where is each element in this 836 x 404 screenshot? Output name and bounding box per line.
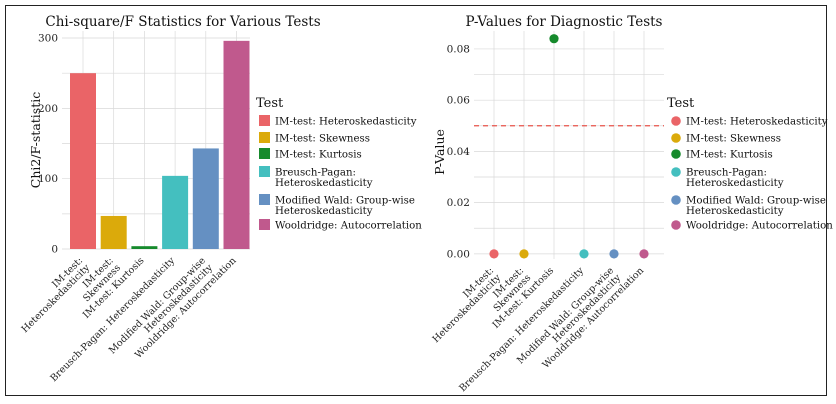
figure-frame [5, 5, 827, 396]
scatter-chart-legend-label: IM-test: Heteroskedasticity [686, 117, 828, 128]
bar-chart-legend-label: Wooldridge: Autocorrelation [275, 221, 422, 232]
bar-chart-bar [162, 175, 189, 249]
bar-chart-y-axis-title: Chi2/F-statistic [28, 92, 43, 188]
bar-chart-legend-swatch [259, 219, 270, 230]
bar-chart-x-ticks: IM-test:HeteroskedasticityIM-test:Skewne… [12, 255, 239, 384]
bar-chart-title: Chi-square/F Statistics for Various Test… [45, 14, 320, 30]
scatter-chart-legend-title: Test [667, 96, 695, 111]
bar-chart-y-tick-label: 200 [38, 103, 58, 115]
scatter-chart-y-tick-label: 0.06 [447, 95, 471, 107]
bar-chart-legend-swatch [259, 194, 270, 205]
scatter-chart-legend-label: IM-test: Kurtosis [686, 150, 773, 161]
scatter-chart-legend-swatch [671, 133, 681, 143]
scatter-chart-point [639, 249, 649, 259]
bar-chart-bar [192, 148, 219, 249]
bar-chart-bars [70, 40, 250, 250]
bar-chart-bar [131, 246, 158, 249]
bar-chart-y-tick-label: 100 [38, 173, 58, 185]
bar-chart-legend-label: IM-test: Heteroskedasticity [275, 117, 417, 128]
bar-chart-y-tick-label: 300 [38, 33, 58, 45]
scatter-chart-y-tick-label: 0.04 [447, 146, 471, 158]
scatter-chart-y-tick-label: 0.08 [447, 43, 470, 55]
scatter-chart-legend-label: Breusch-Pagan: Heteroskedasticity [686, 168, 784, 190]
bar-chart-x-tick-label: IM-test:Heteroskedasticity [12, 255, 92, 335]
scatter-chart-y-axis-title: P-Value [432, 129, 447, 175]
scatter-chart-point [579, 249, 589, 259]
bar-chart-bar [100, 215, 127, 249]
scatter-chart-legend: IM-test: Heteroskedasticity IM-test: Skew… [671, 116, 833, 232]
scatter-chart-x-ticks: IM-test:HeteroskedasticityIM-test:Skewne… [431, 265, 647, 394]
scatter-chart-legend-swatch [671, 220, 681, 230]
bar-chart-legend-label: Modified Wald: Group-wise Heteroskedastic… [275, 196, 415, 218]
scatter-chart: P-Values for Diagnostic Tests P-Value 0.… [431, 14, 834, 394]
bar-chart-legend-label: Breusch-Pagan: Heteroskedasticity [275, 168, 373, 190]
bar-chart-legend-swatch [259, 132, 270, 143]
bar-chart-bar [223, 40, 250, 250]
scatter-chart-y-tick-label: 0.02 [447, 197, 470, 209]
scatter-chart-legend-label: IM-test: Skewness [686, 134, 781, 145]
bar-chart-legend-title: Test [256, 96, 284, 111]
bar-chart-legend-swatch [259, 115, 270, 126]
scatter-chart-point [609, 249, 619, 259]
scatter-chart-point [489, 249, 499, 259]
scatter-chart-grid [474, 31, 664, 259]
bar-chart-y-tick-label: 0 [51, 244, 58, 256]
scatter-chart-y-tick-label: 0.00 [447, 248, 470, 260]
scatter-chart-legend-label: Wooldridge: Autocorrelation [686, 221, 833, 232]
bar-chart-legend-swatch [259, 166, 270, 177]
scatter-chart-legend-swatch [671, 195, 681, 205]
bar-chart-legend: IM-test: Heteroskedasticity IM-test: Skew… [259, 115, 422, 232]
bar-chart: Chi-square/F Statistics for Various Test… [12, 14, 423, 384]
bar-chart-legend-swatch [259, 148, 270, 159]
scatter-chart-legend-label: Modified Wald: Group-wise Heteroskedastic… [686, 196, 826, 218]
scatter-chart-point [519, 249, 529, 259]
scatter-chart-legend-swatch [671, 149, 681, 159]
scatter-chart-legend-swatch [671, 116, 681, 126]
bar-chart-legend-label: IM-test: Skewness [275, 134, 370, 145]
bar-chart-y-ticks: 0 100 200 300 [38, 33, 58, 256]
scatter-chart-y-ticks: 0.00 0.02 0.04 0.06 0.08 [447, 43, 471, 260]
bar-chart-bar [70, 73, 96, 250]
scatter-chart-title: P-Values for Diagnostic Tests [466, 14, 663, 30]
scatter-chart-points [489, 34, 649, 259]
bar-chart-legend-label: IM-test: Kurtosis [275, 150, 362, 161]
scatter-chart-point [549, 34, 559, 44]
scatter-chart-legend-swatch [671, 167, 681, 177]
